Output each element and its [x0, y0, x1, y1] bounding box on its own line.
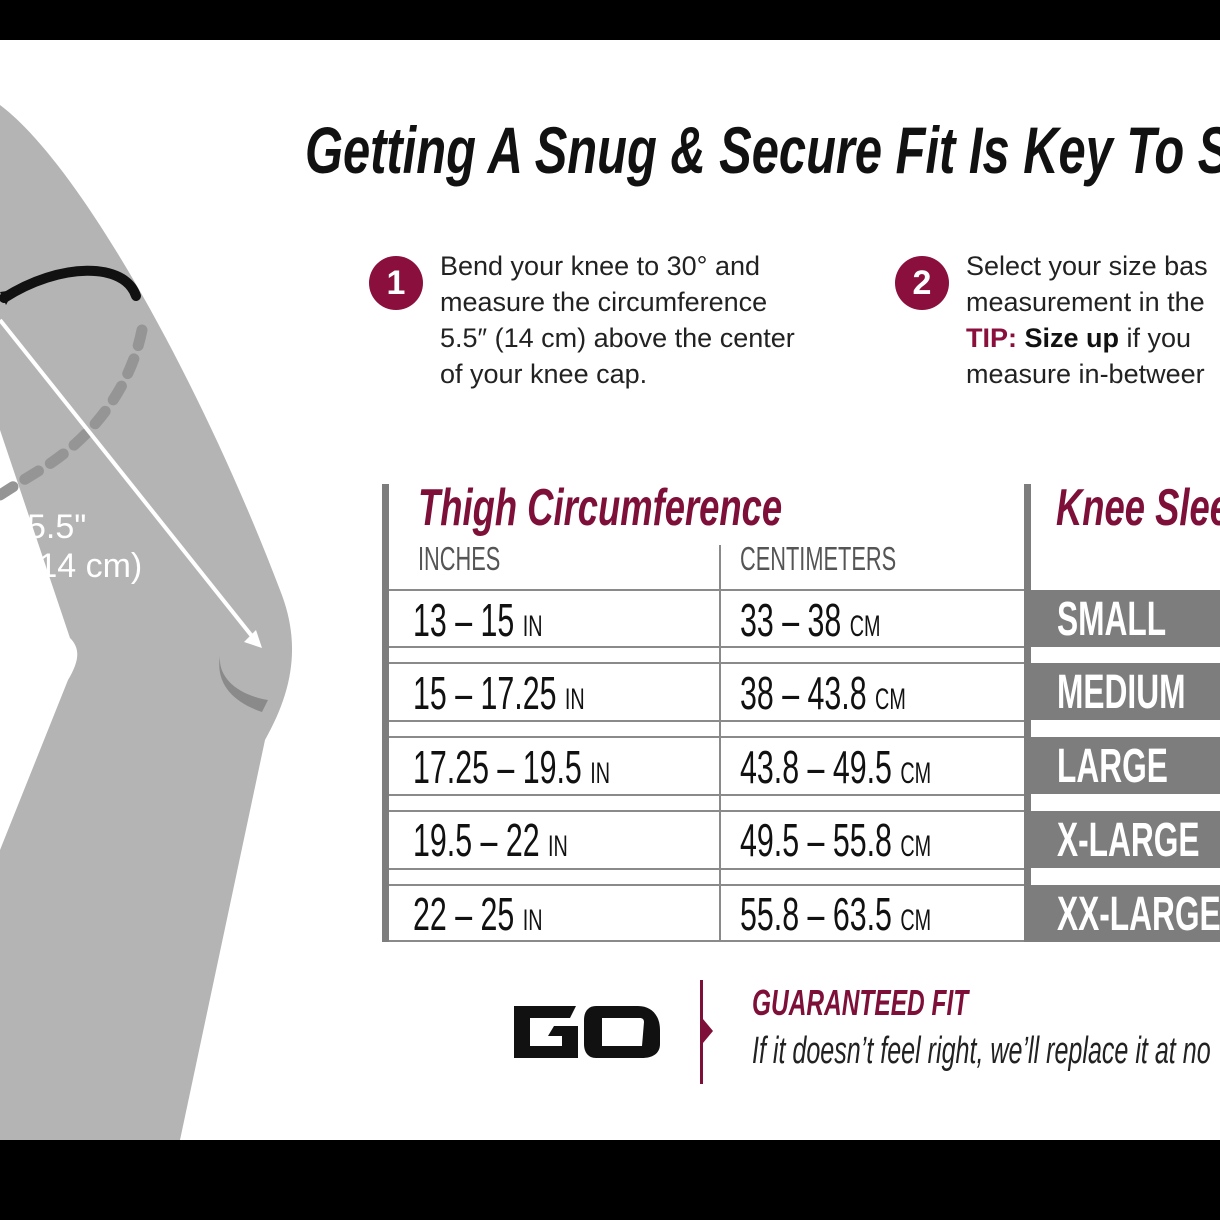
cm-value: 55.8 – 63.5: [740, 888, 892, 940]
inches-cell: 13 – 15 IN: [413, 593, 543, 647]
step-1-text: Bend your knee to 30° and measure the ci…: [440, 248, 795, 392]
size-badge: SMALL: [1031, 590, 1220, 647]
guarantee-text: If it doesn’t feel right, we’ll replace …: [752, 1030, 1211, 1072]
inches-value: 15 – 17.25: [413, 667, 557, 719]
step-2-text: Select your size bas measurement in the …: [966, 248, 1208, 392]
inches-cell: 17.25 – 19.5 IN: [413, 740, 610, 794]
step-text-line: Select your size bas: [966, 251, 1208, 281]
inches-unit: IN: [590, 757, 611, 790]
measurement-label: 5.5" (14 cm): [27, 508, 142, 586]
inches-value: 17.25 – 19.5: [413, 741, 582, 793]
row-divider: [389, 720, 1024, 722]
cm-cell: 43.8 – 49.5 CM: [740, 740, 931, 794]
bottom-letterbox: [0, 1140, 1220, 1220]
cm-cell: 38 – 43.8 CM: [740, 666, 906, 720]
size-label: XX-LARGE: [1057, 888, 1220, 941]
inches-cell: 22 – 25 IN: [413, 887, 543, 941]
circumference-dashed-line: [0, 324, 148, 501]
step-text-line: measurement in the: [966, 287, 1205, 317]
column-header-centimeters: CENTIMETERS: [740, 540, 897, 577]
step-text-line: 5.5″ (14 cm) above the center: [440, 323, 795, 353]
row-divider: [389, 589, 1024, 591]
circumference-arc-arrow: [0, 265, 141, 303]
tip-rest: if you: [1119, 323, 1192, 353]
size-badge: LARGE: [1031, 737, 1220, 794]
size-badge: XX-LARGE: [1031, 885, 1220, 942]
step-1-badge: 1: [369, 256, 423, 310]
table-middle-border: [1024, 484, 1031, 942]
tip-line: TIP: Size up if you: [966, 320, 1208, 356]
inches-unit: IN: [564, 683, 585, 716]
cm-unit: CM: [900, 757, 932, 790]
thigh-circumference-heading: Thigh Circumference: [418, 479, 783, 537]
row-divider: [389, 794, 1024, 796]
cm-cell: 55.8 – 63.5 CM: [740, 887, 931, 941]
tip-strong: Size up: [1024, 323, 1120, 353]
tip-line-2: measure in-betweer: [966, 359, 1205, 389]
column-header-inches: INCHES: [418, 540, 501, 577]
brand-logo: [514, 1006, 660, 1058]
cm-unit: CM: [875, 683, 906, 716]
measurement-inches: 5.5": [27, 508, 87, 546]
divider-arrow-icon: [703, 1019, 713, 1043]
inches-value: 19.5 – 22: [413, 814, 540, 866]
inches-value: 13 – 15: [413, 594, 515, 646]
row-divider: [389, 662, 1024, 664]
inches-unit: IN: [548, 830, 568, 863]
inches-unit: IN: [522, 904, 543, 937]
measurement-cm: (14 cm): [27, 547, 143, 585]
top-letterbox: [0, 0, 1220, 40]
cm-unit: CM: [900, 830, 932, 863]
column-divider: [719, 545, 721, 942]
cm-cell: 33 – 38 CM: [740, 593, 881, 647]
cm-unit: CM: [849, 610, 881, 643]
row-divider: [389, 810, 1024, 812]
inches-unit: IN: [522, 610, 543, 643]
distance-arrow: [0, 318, 257, 642]
step-2-badge: 2: [895, 256, 949, 310]
row-divider: [389, 736, 1024, 738]
row-divider: [389, 868, 1024, 870]
inches-cell: 19.5 – 22 IN: [413, 813, 568, 867]
row-divider: [389, 940, 1024, 942]
cm-value: 38 – 43.8: [740, 667, 867, 719]
guarantee-title: GUARANTEED FIT: [752, 982, 969, 1023]
size-label: SMALL: [1057, 593, 1167, 646]
size-badge: X-LARGE: [1031, 811, 1220, 868]
step-text-line: Bend your knee to 30° and: [440, 251, 761, 281]
guarantee-divider: [700, 980, 703, 1084]
page-title: Getting A Snug & Secure Fit Is Key To S: [305, 113, 1220, 187]
size-label: LARGE: [1057, 740, 1168, 793]
cm-unit: CM: [900, 904, 932, 937]
cm-value: 49.5 – 55.8: [740, 814, 892, 866]
knee-sleeve-size-heading: Knee Slee: [1056, 479, 1220, 537]
leg-illustration: [0, 105, 293, 1140]
cm-value: 43.8 – 49.5: [740, 741, 892, 793]
table-left-border: [382, 484, 389, 942]
knee-cap-outline: [219, 656, 268, 712]
cm-value: 33 – 38: [740, 594, 842, 646]
step-text-line: of your knee cap.: [440, 359, 648, 389]
tip-label: TIP:: [966, 323, 1017, 353]
size-label: X-LARGE: [1057, 814, 1200, 867]
cm-cell: 49.5 – 55.8 CM: [740, 813, 931, 867]
step-text-line: measure the circumference: [440, 287, 768, 317]
size-badge: MEDIUM: [1031, 663, 1220, 720]
inches-value: 22 – 25: [413, 888, 515, 940]
size-label: MEDIUM: [1057, 666, 1186, 719]
row-divider: [389, 646, 1024, 648]
row-divider: [389, 884, 1024, 886]
leg-shape: [0, 105, 293, 1140]
inches-cell: 15 – 17.25 IN: [413, 666, 585, 720]
